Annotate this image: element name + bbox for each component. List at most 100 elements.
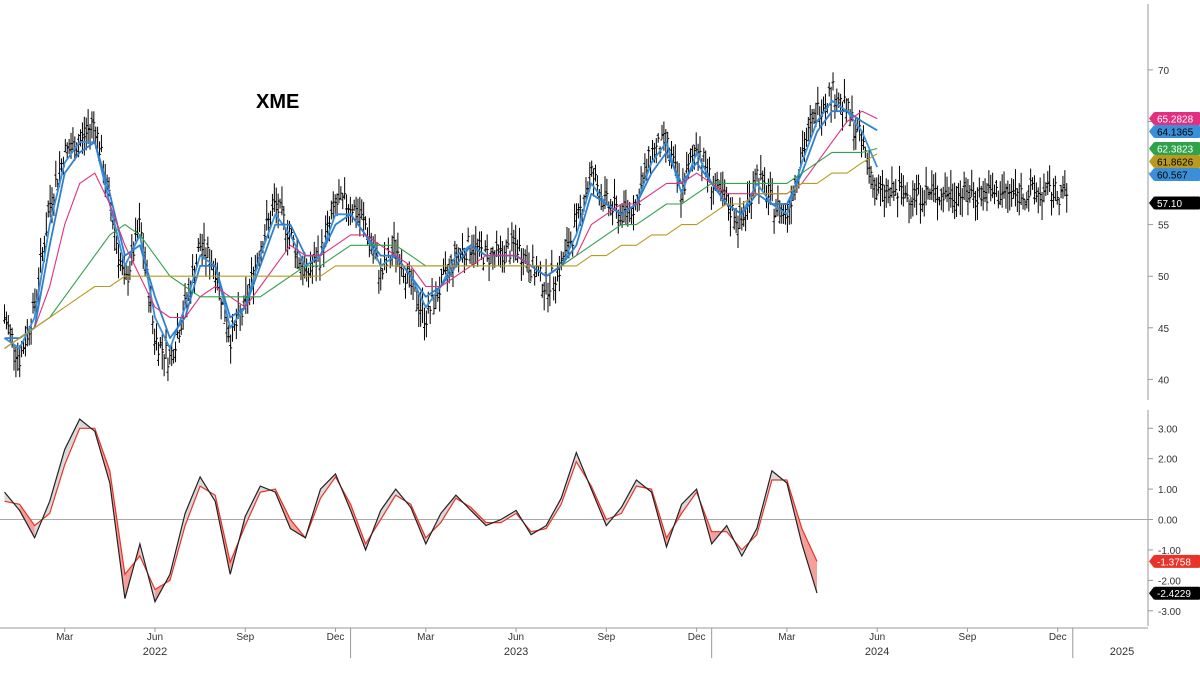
price-bar bbox=[689, 148, 693, 163]
price-bar bbox=[297, 257, 301, 270]
price-bar bbox=[941, 186, 945, 213]
price-bar bbox=[441, 258, 445, 275]
price-bar bbox=[934, 172, 938, 203]
price-bar bbox=[842, 78, 846, 104]
price-bar bbox=[956, 183, 960, 207]
price-bar bbox=[1023, 198, 1027, 211]
price-bar bbox=[593, 164, 597, 182]
oscillator-value-tag: -2.4229 bbox=[1149, 586, 1200, 600]
price-bar bbox=[958, 180, 962, 216]
price-bar bbox=[424, 310, 428, 338]
svg-text:65.2828: 65.2828 bbox=[1157, 115, 1194, 126]
price-bar bbox=[812, 108, 816, 125]
price-bar bbox=[1055, 190, 1059, 205]
price-bar bbox=[272, 183, 276, 212]
svg-text:60.567: 60.567 bbox=[1157, 170, 1188, 181]
oscillator-y-tick-label: 3.00 bbox=[1158, 424, 1178, 435]
price-bar bbox=[67, 138, 71, 155]
price-bar bbox=[977, 177, 981, 198]
price-bar bbox=[671, 146, 675, 164]
price-bar bbox=[329, 200, 333, 220]
price-bar bbox=[280, 186, 284, 216]
price-bar bbox=[937, 196, 941, 206]
price-bar bbox=[453, 241, 457, 268]
price-bar bbox=[1038, 177, 1042, 207]
price-bar bbox=[974, 190, 978, 221]
price-y-tick-label: 50 bbox=[1158, 272, 1170, 283]
price-bar bbox=[643, 153, 647, 180]
oscillator-fill-segment bbox=[501, 510, 517, 523]
price-bar bbox=[348, 196, 352, 226]
price-bar bbox=[785, 204, 789, 233]
price-bar bbox=[1057, 197, 1061, 216]
price-bar bbox=[1065, 183, 1069, 213]
price-bar bbox=[1042, 173, 1046, 203]
oscillator-fill-segment bbox=[64, 419, 80, 465]
price-bar bbox=[128, 260, 132, 281]
price-value-tag: 57.10 bbox=[1149, 196, 1200, 210]
price-bar bbox=[352, 199, 356, 211]
price-bar bbox=[320, 229, 324, 252]
price-bar bbox=[8, 324, 12, 342]
price-bar bbox=[377, 269, 381, 294]
price-bar bbox=[1048, 165, 1052, 193]
price-bar bbox=[962, 171, 966, 201]
price-bar bbox=[4, 311, 8, 330]
price-bar bbox=[867, 150, 871, 184]
price-panel: 4045505560657065.282864.136562.382361.86… bbox=[3, 4, 1200, 400]
price-bar bbox=[48, 184, 52, 218]
price-bar bbox=[174, 341, 178, 363]
price-bar bbox=[500, 240, 504, 273]
price-bar bbox=[295, 239, 299, 270]
oscillator-fill-segment bbox=[185, 476, 201, 526]
price-bar bbox=[466, 227, 470, 243]
oscillator-value-tag: -1.3758 bbox=[1149, 554, 1200, 568]
price-bar bbox=[54, 160, 58, 188]
x-month-label: Jun bbox=[869, 632, 885, 643]
price-bar bbox=[1000, 174, 1004, 208]
price-bar bbox=[877, 174, 881, 194]
price-bar bbox=[1021, 193, 1025, 210]
price-bar bbox=[6, 314, 10, 335]
price-bar bbox=[231, 313, 235, 342]
price-bar bbox=[443, 251, 447, 275]
price-bar bbox=[622, 190, 626, 223]
price-bar bbox=[728, 197, 732, 237]
price-bar bbox=[880, 170, 884, 203]
price-bar bbox=[99, 134, 103, 153]
price-bar bbox=[219, 297, 223, 320]
price-bar bbox=[540, 283, 544, 298]
price-bar bbox=[875, 177, 879, 201]
price-bar bbox=[774, 198, 778, 218]
price-bar bbox=[987, 170, 991, 194]
price-bar bbox=[1063, 170, 1067, 197]
svg-text:62.3823: 62.3823 bbox=[1157, 144, 1194, 155]
price-bar bbox=[852, 122, 856, 151]
price-bar bbox=[270, 193, 274, 217]
price-bar bbox=[953, 182, 957, 219]
price-bar bbox=[924, 166, 928, 206]
price-bar bbox=[495, 230, 499, 258]
price-bar bbox=[804, 127, 808, 147]
price-bar bbox=[951, 183, 955, 214]
price-bar bbox=[736, 215, 740, 249]
price-bar bbox=[616, 209, 620, 234]
price-bar bbox=[1013, 169, 1017, 207]
price-bar bbox=[966, 178, 970, 216]
price-bar bbox=[126, 265, 130, 296]
price-bar bbox=[12, 344, 16, 371]
price-bar bbox=[605, 178, 609, 206]
price-bar bbox=[913, 183, 917, 208]
oscillator-y-tick-label: -1.00 bbox=[1158, 546, 1181, 557]
price-bar bbox=[18, 345, 22, 378]
price-bar bbox=[381, 267, 385, 280]
price-bar bbox=[970, 169, 974, 197]
price-bar bbox=[476, 238, 480, 267]
price-bar bbox=[202, 222, 206, 260]
price-bar bbox=[307, 267, 311, 288]
price-bar bbox=[711, 175, 715, 205]
price-bar bbox=[206, 236, 210, 258]
price-bar bbox=[86, 109, 90, 145]
price-bar bbox=[238, 304, 242, 331]
price-bar bbox=[994, 180, 998, 197]
